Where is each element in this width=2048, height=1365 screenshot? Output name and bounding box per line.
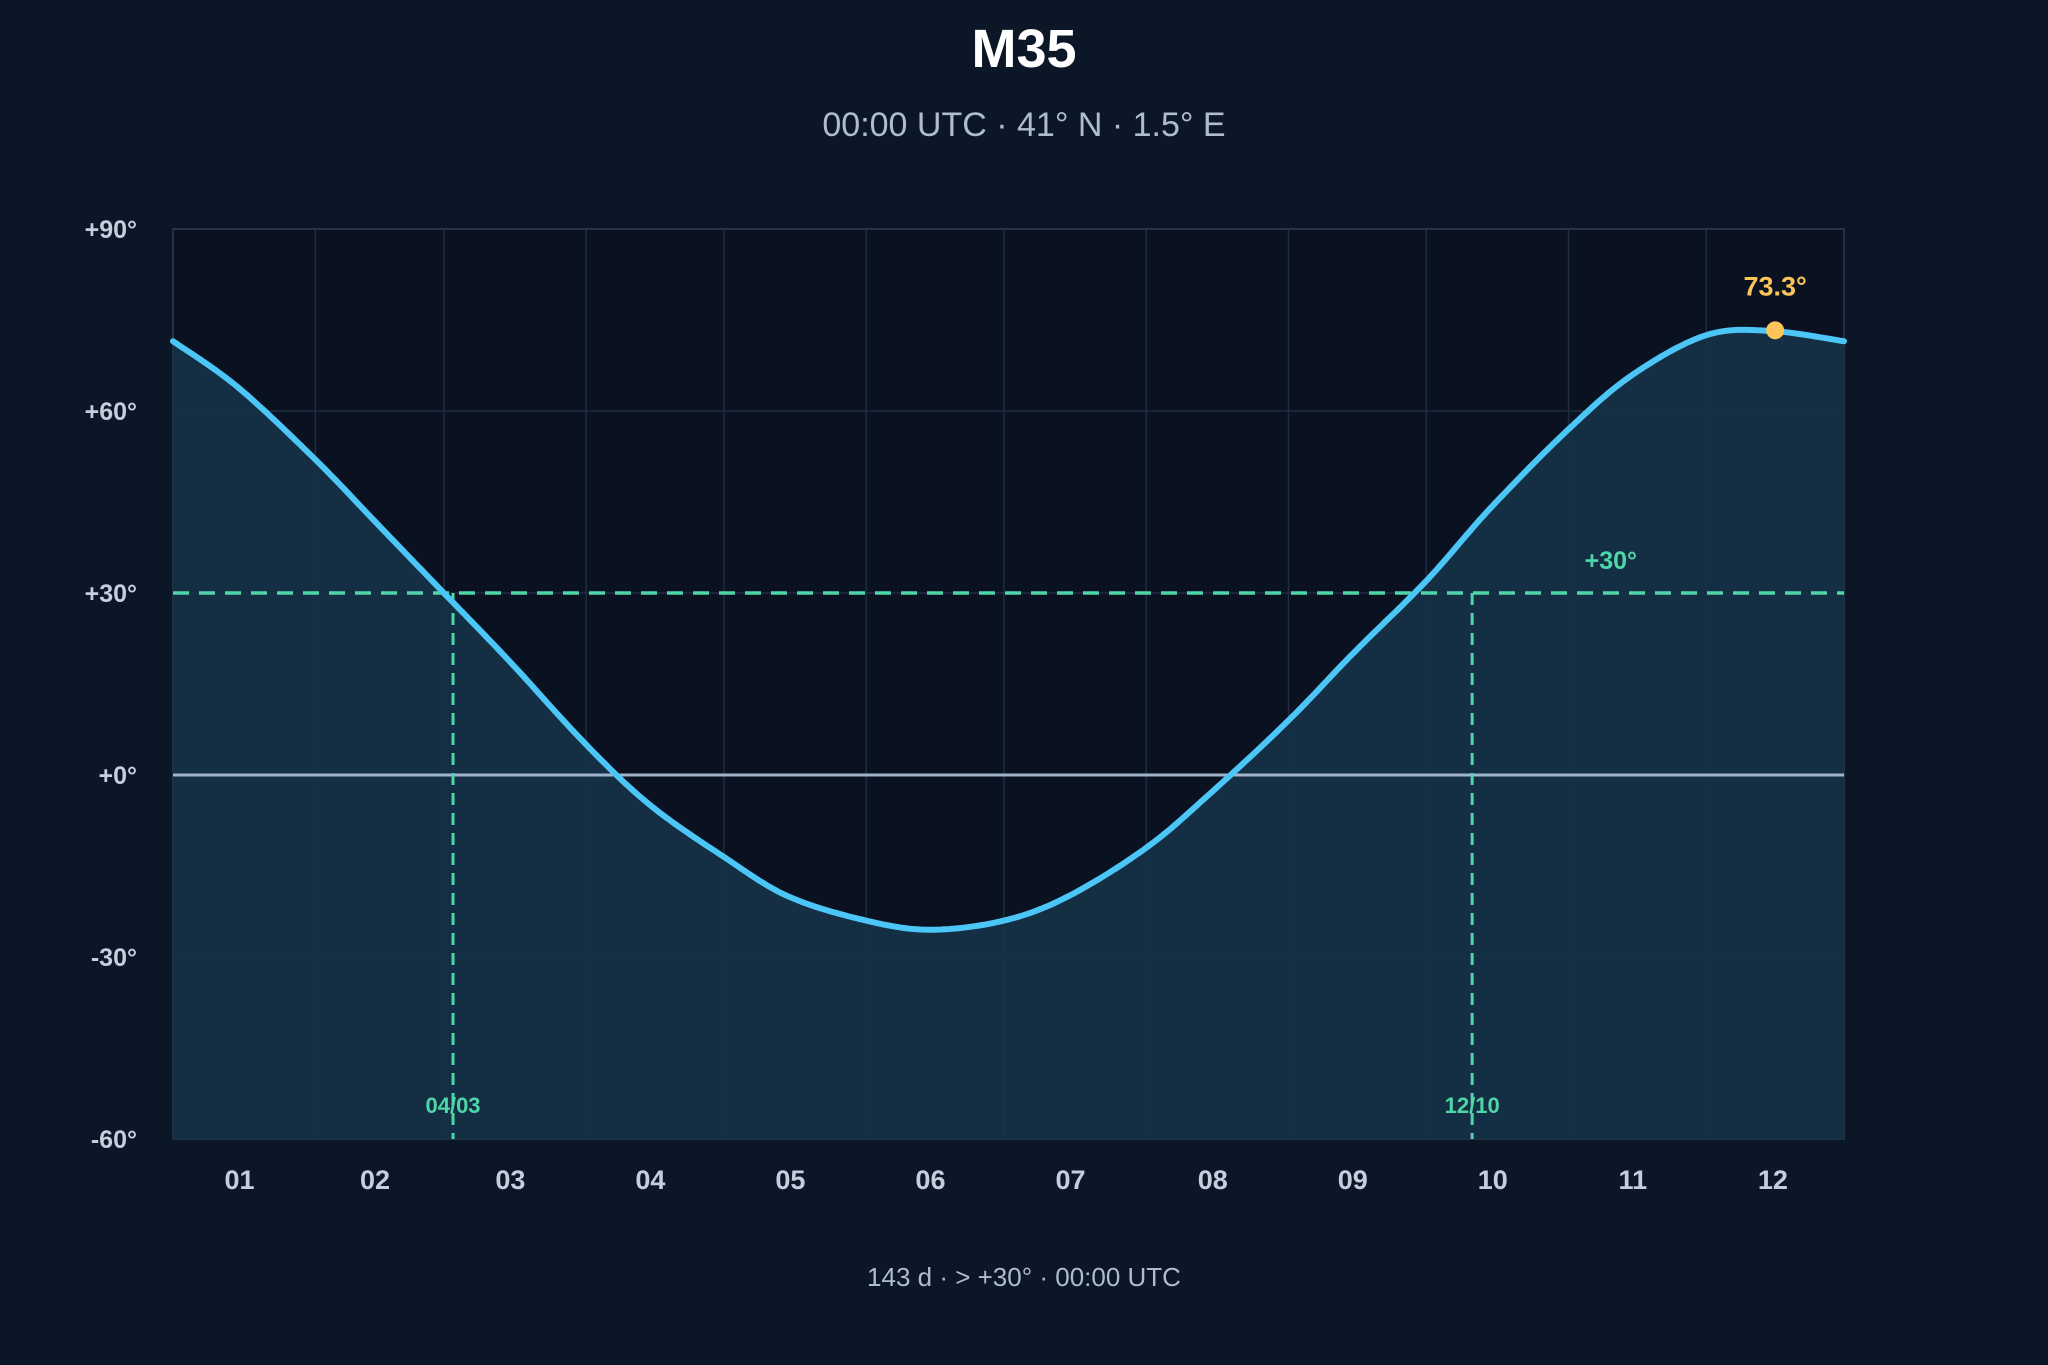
x-tick-label: 05 — [775, 1165, 805, 1195]
area-fill-layer — [173, 329, 1844, 1139]
max-altitude-label: 73.3° — [1743, 271, 1806, 301]
altitude-curve — [170, 326, 1847, 933]
x-tick-label: 02 — [360, 1165, 390, 1195]
x-tick-label: 12 — [1758, 1165, 1788, 1195]
y-tick-label: +60° — [85, 398, 137, 426]
chart-subtitle: 00:00 UTC · 41° N · 1.5° E — [822, 106, 1226, 144]
chart-footer: 143 d · > +30° · 00:00 UTC — [867, 1262, 1181, 1292]
x-tick-label: 07 — [1055, 1165, 1085, 1195]
y-tick-label: +90° — [85, 216, 137, 244]
threshold-label: +30° — [1585, 547, 1637, 575]
x-tick-label: 10 — [1478, 1165, 1508, 1195]
y-tick-label: -30° — [91, 944, 137, 972]
max-altitude-point — [1766, 321, 1785, 340]
altitude-area-fill — [173, 329, 1844, 1139]
x-tick-label: 06 — [915, 1165, 945, 1195]
labels-layer: +90° +60° +30° +0° -30° -60° 01 02 03 04 05 06 07 08 0… — [85, 216, 1807, 1195]
curve-layer — [170, 321, 1847, 933]
reference-lines — [173, 591, 1844, 1139]
x-tick-label: 03 — [495, 1165, 525, 1195]
y-tick-label: +0° — [98, 762, 137, 790]
x-tick-label: 11 — [1619, 1165, 1648, 1195]
crossing-date-label: 12/10 — [1445, 1093, 1500, 1118]
x-tick-label: 08 — [1198, 1165, 1228, 1195]
y-tick-label: +30° — [85, 580, 137, 608]
x-tick-label: 04 — [635, 1165, 665, 1195]
x-tick-label: 09 — [1338, 1165, 1368, 1195]
chart-title: M35 — [971, 19, 1077, 79]
x-tick-label: 01 — [225, 1165, 255, 1195]
y-tick-label: -60° — [91, 1126, 137, 1154]
crossing-date-label: 04/03 — [425, 1093, 480, 1118]
